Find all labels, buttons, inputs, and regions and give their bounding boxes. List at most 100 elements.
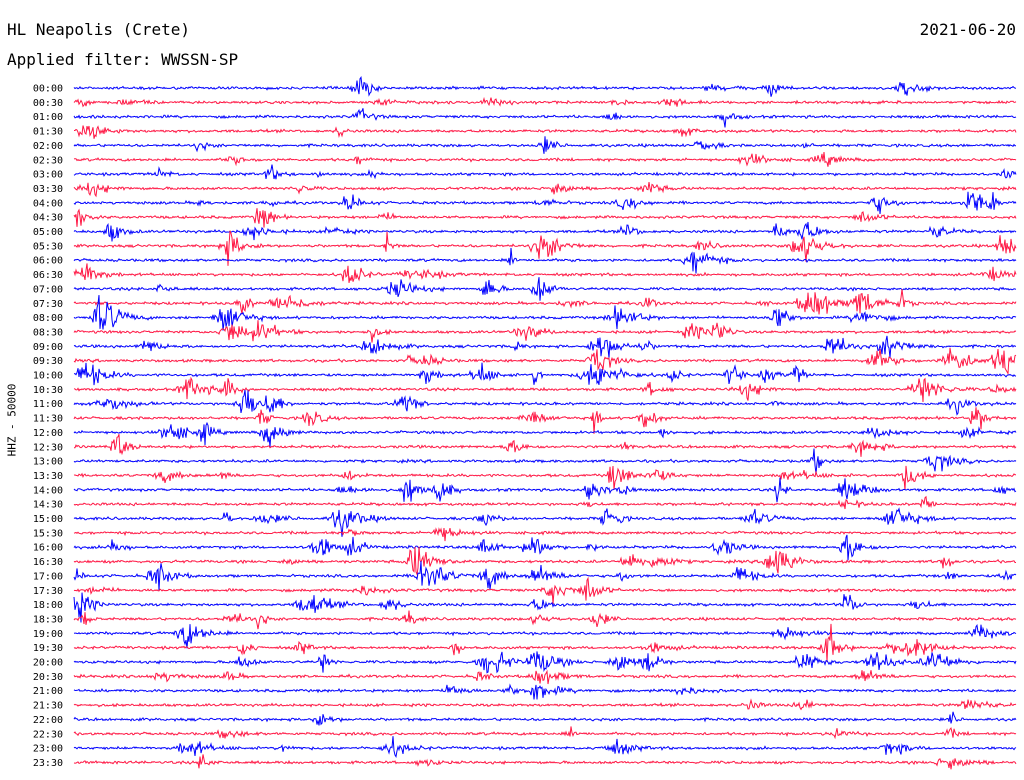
seismic-trace-1500 [73,507,1017,537]
row-time-label: 04:30 [33,213,63,224]
row-time-label: 08:00 [33,313,63,324]
seismic-trace-0600 [73,247,1017,274]
seismic-trace-0700 [73,277,1017,301]
row-time-label: 18:30 [33,614,63,625]
seismic-trace-1900 [73,624,1017,649]
row-time-label: 13:00 [33,457,63,468]
row-time-label: 04:00 [33,198,63,209]
row-time-label: 16:30 [33,557,63,568]
row-time-label: 03:30 [33,184,63,195]
row-time-label: 00:30 [33,98,63,109]
seismic-trace-1400 [73,477,1017,503]
seismic-trace-0100 [73,108,1017,128]
row-time-label: 06:00 [33,256,63,267]
row-time-label: 14:00 [33,485,63,496]
seismic-trace-2100 [73,683,1017,700]
filter-label: Applied filter: WWSSN-SP [7,50,239,69]
seismic-trace-2030 [73,669,1017,685]
seismic-trace-1930 [73,623,1017,663]
row-time-label: 18:00 [33,600,63,611]
row-time-label: 22:30 [33,729,63,740]
seismic-trace-1030 [73,376,1017,403]
row-time-label: 02:30 [33,155,63,166]
seismic-trace-0530 [73,230,1017,266]
seismic-trace-1830 [73,610,1017,630]
seismic-trace-2230 [73,726,1017,740]
row-time-label: 17:00 [33,571,63,582]
row-time-label: 09:30 [33,356,63,367]
seismic-trace-0500 [73,221,1017,242]
station-title: HL Neapolis (Crete) [7,20,191,39]
seismic-trace-0200 [73,136,1016,154]
row-time-label: 01:00 [33,112,63,123]
row-time-label: 11:00 [33,399,63,410]
row-time-label: 15:00 [33,514,63,525]
row-time-label: 14:30 [33,500,63,511]
row-labels: 00:00 00:30 01:00 01:30 02:00 02:30 03:00 03:30… [33,84,63,769]
seismic-trace-1630 [73,546,1016,577]
row-time-label: 08:30 [33,327,63,338]
row-time-label: 23:00 [33,744,63,755]
seismic-trace-1200 [73,421,1017,448]
seismic-trace-0230 [73,152,1017,167]
seismic-trace-0330 [73,182,1017,198]
row-time-label: 15:30 [33,528,63,539]
seismic-trace-1700 [73,561,1017,591]
seismic-trace-0400 [73,191,1017,215]
row-time-label: 05:30 [33,241,63,252]
seismic-trace-1600 [73,534,1017,561]
row-time-label: 13:30 [33,471,63,482]
seismic-trace-2200 [73,711,1017,726]
seismic-trace-0830 [73,320,1017,343]
row-time-label: 22:00 [33,715,63,726]
seismic-trace-0030 [73,96,1017,108]
row-time-label: 19:00 [33,629,63,640]
row-time-label: 01:30 [33,127,63,138]
row-time-label: 21:00 [33,686,63,697]
row-time-label: 19:30 [33,643,63,654]
seismic-trace-1130 [73,407,1017,434]
seismic-trace-1330 [73,465,1016,491]
row-time-label: 03:00 [33,170,63,181]
row-time-label: 10:00 [33,371,63,382]
row-time-label: 20:00 [33,658,63,669]
date-label: 2021-06-20 [919,20,1016,39]
row-time-label: 05:00 [33,227,63,238]
row-time-label: 17:30 [33,586,63,597]
row-time-label: 23:30 [33,758,63,769]
seismic-trace-1230 [74,434,1017,457]
seismic-trace-1730 [73,576,1017,604]
seismic-trace-2330 [73,754,1017,770]
seismic-trace-0900 [73,335,1016,358]
row-time-label: 00:00 [33,84,63,95]
seismic-trace-2130 [73,698,1017,711]
row-time-label: 21:30 [33,701,63,712]
seismic-trace-1800 [73,592,1017,623]
row-time-label: 07:30 [33,299,63,310]
seismic-trace-0130 [74,125,1017,139]
seismic-trace-0000 [73,76,1017,97]
seismic-trace-0430 [73,208,1017,228]
seismic-trace-0800 [73,295,1017,331]
seismic-trace-0300 [73,164,1017,180]
seismic-trace-2300 [73,736,1017,758]
seismic-trace-2000 [73,651,1017,674]
row-time-label: 20:30 [33,672,63,683]
row-time-label: 02:00 [33,141,63,152]
seismic-traces [73,76,1017,770]
row-time-label: 12:00 [33,428,63,439]
seismic-trace-1430 [73,495,1017,510]
row-time-label: 07:00 [33,284,63,295]
seismic-trace-1300 [73,448,1017,474]
row-time-label: 06:30 [33,270,63,281]
seismic-trace-0730 [73,289,1017,315]
seismic-trace-0930 [73,347,1017,376]
row-time-label: 10:30 [33,385,63,396]
row-time-label: 11:30 [33,414,63,425]
seismic-trace-1100 [73,389,1017,416]
seismic-trace-0630 [73,263,1017,283]
row-time-label: 12:30 [33,442,63,453]
seismic-trace-1000 [73,362,1017,386]
row-time-label: 09:00 [33,342,63,353]
